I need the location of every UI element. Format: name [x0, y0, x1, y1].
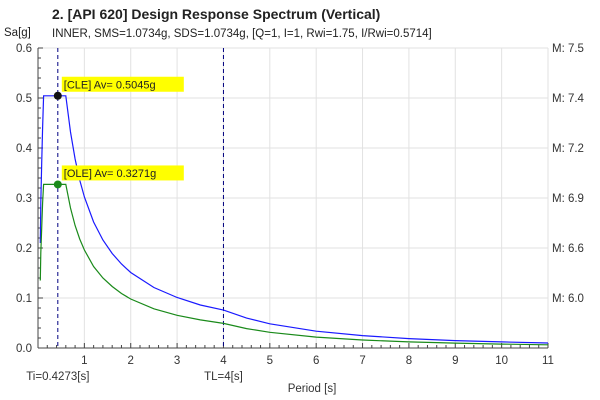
y-tick-label: 0.2	[16, 243, 32, 255]
right-axis-label: M: 6.9	[552, 193, 584, 205]
x-tick-label: 3	[174, 355, 180, 367]
x-tick-label: 1	[81, 355, 87, 367]
tick-labels: 0.0 0.1 0.2 0.3 0.4 0.5 0.6 1 2 3 4 5 6 7 8 9 10 11 M: 7.5…	[16, 43, 585, 383]
x-tick-label: 7	[359, 355, 365, 367]
chart-title: 2. [API 620] Design Response Spectrum (V…	[52, 6, 381, 22]
right-axis-label: M: 6.0	[552, 293, 584, 305]
right-axis-label: M: 7.2	[552, 143, 584, 155]
marker-label-highlight	[61, 76, 184, 92]
x-tick-label: 10	[495, 355, 508, 367]
y-tick-label: 0.3	[16, 193, 32, 205]
x-tick-label: 9	[452, 355, 458, 367]
right-axis-label: M: 7.5	[552, 43, 584, 55]
marker-label-highlight	[61, 165, 184, 181]
chart-subtitle: INNER, SMS=1.0734g, SDS=1.0734g, [Q=1, I…	[52, 28, 432, 40]
reference-line-label: Ti=0.4273[s]	[26, 371, 89, 383]
reference-line-label: TL=4[s]	[204, 371, 243, 383]
marker-point-ole	[53, 180, 62, 189]
series-lines	[39, 95, 549, 346]
series-line-ole	[39, 183, 549, 346]
right-axis-label: M: 7.4	[552, 93, 585, 105]
x-tick-label: 2	[128, 355, 134, 367]
markers: [CLE] Av= 0.5045g [OLE] Av= 0.3271g	[53, 76, 184, 189]
x-tick-label: 4	[220, 355, 227, 367]
y-axis-label: Sa[g]	[4, 27, 31, 39]
marker-label-ole: [OLE] Av= 0.3271g	[64, 168, 156, 180]
marker-label-cle: [CLE] Av= 0.5045g	[64, 79, 156, 91]
x-tick-label: 5	[267, 355, 273, 367]
marker-point-cle	[53, 91, 62, 100]
y-tick-label: 0.0	[16, 343, 32, 355]
x-axis-label: Period [s]	[288, 383, 337, 395]
series-line-cle	[39, 95, 549, 344]
y-tick-label: 0.1	[16, 293, 32, 305]
y-tick-label: 0.4	[16, 143, 33, 155]
y-tick-label: 0.5	[16, 93, 32, 105]
y-tick-label: 0.6	[16, 43, 32, 55]
x-tick-label: 8	[406, 355, 412, 367]
x-tick-label: 6	[313, 355, 319, 367]
right-axis-label: M: 6.6	[552, 243, 584, 255]
x-tick-label: 11	[542, 355, 554, 367]
grid	[38, 47, 549, 349]
